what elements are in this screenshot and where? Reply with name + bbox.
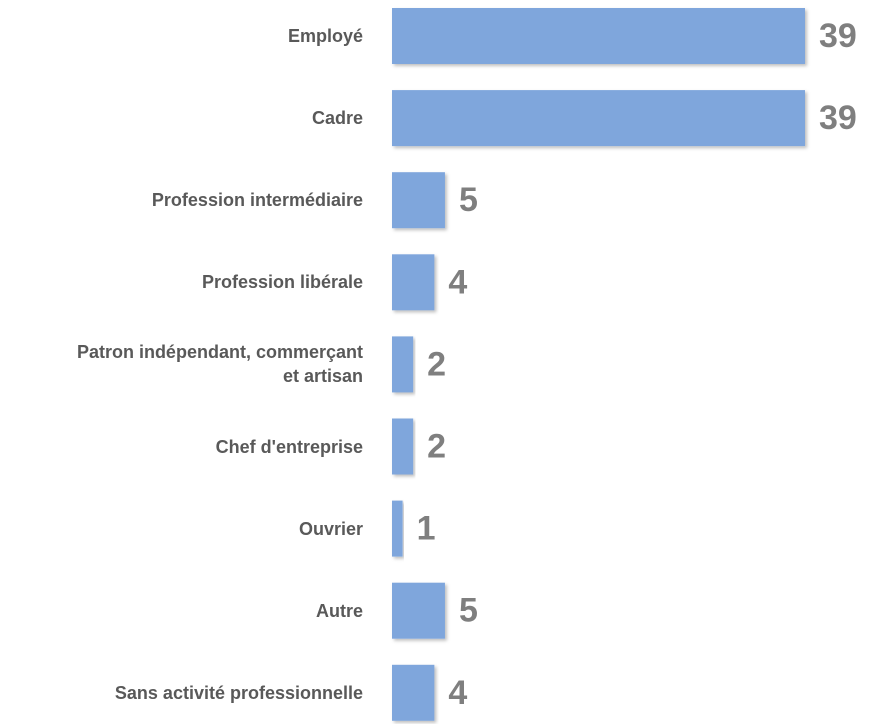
value-label: 4 <box>448 263 467 301</box>
bar <box>392 500 403 557</box>
value-label: 2 <box>427 345 446 383</box>
bar <box>392 418 414 475</box>
value-label: 4 <box>448 674 467 712</box>
bar <box>392 8 805 64</box>
value-label: 39 <box>819 17 857 55</box>
value-label: 5 <box>459 181 478 219</box>
category-label: Chef d'entreprise <box>215 436 363 457</box>
category-label: Autre <box>315 600 363 621</box>
value-label: 39 <box>819 99 857 137</box>
category-label: Ouvrier <box>298 518 363 539</box>
value-label: 2 <box>427 427 446 465</box>
category-label: Cadre <box>311 108 363 129</box>
bar <box>392 582 445 639</box>
category-label: Sans activité professionnelle <box>114 682 363 703</box>
category-label: Employé <box>287 26 363 46</box>
value-label: 1 <box>417 510 436 548</box>
category-label: Profession intermédiaire <box>151 190 363 211</box>
bar <box>392 90 805 147</box>
category-label: Patron indépendant, commerçant et artisa… <box>76 342 363 387</box>
bar <box>392 336 414 393</box>
category-label: Profession libérale <box>201 272 363 293</box>
bar <box>392 664 435 721</box>
bar <box>392 254 435 311</box>
value-label: 5 <box>459 592 478 630</box>
bar <box>392 172 445 229</box>
